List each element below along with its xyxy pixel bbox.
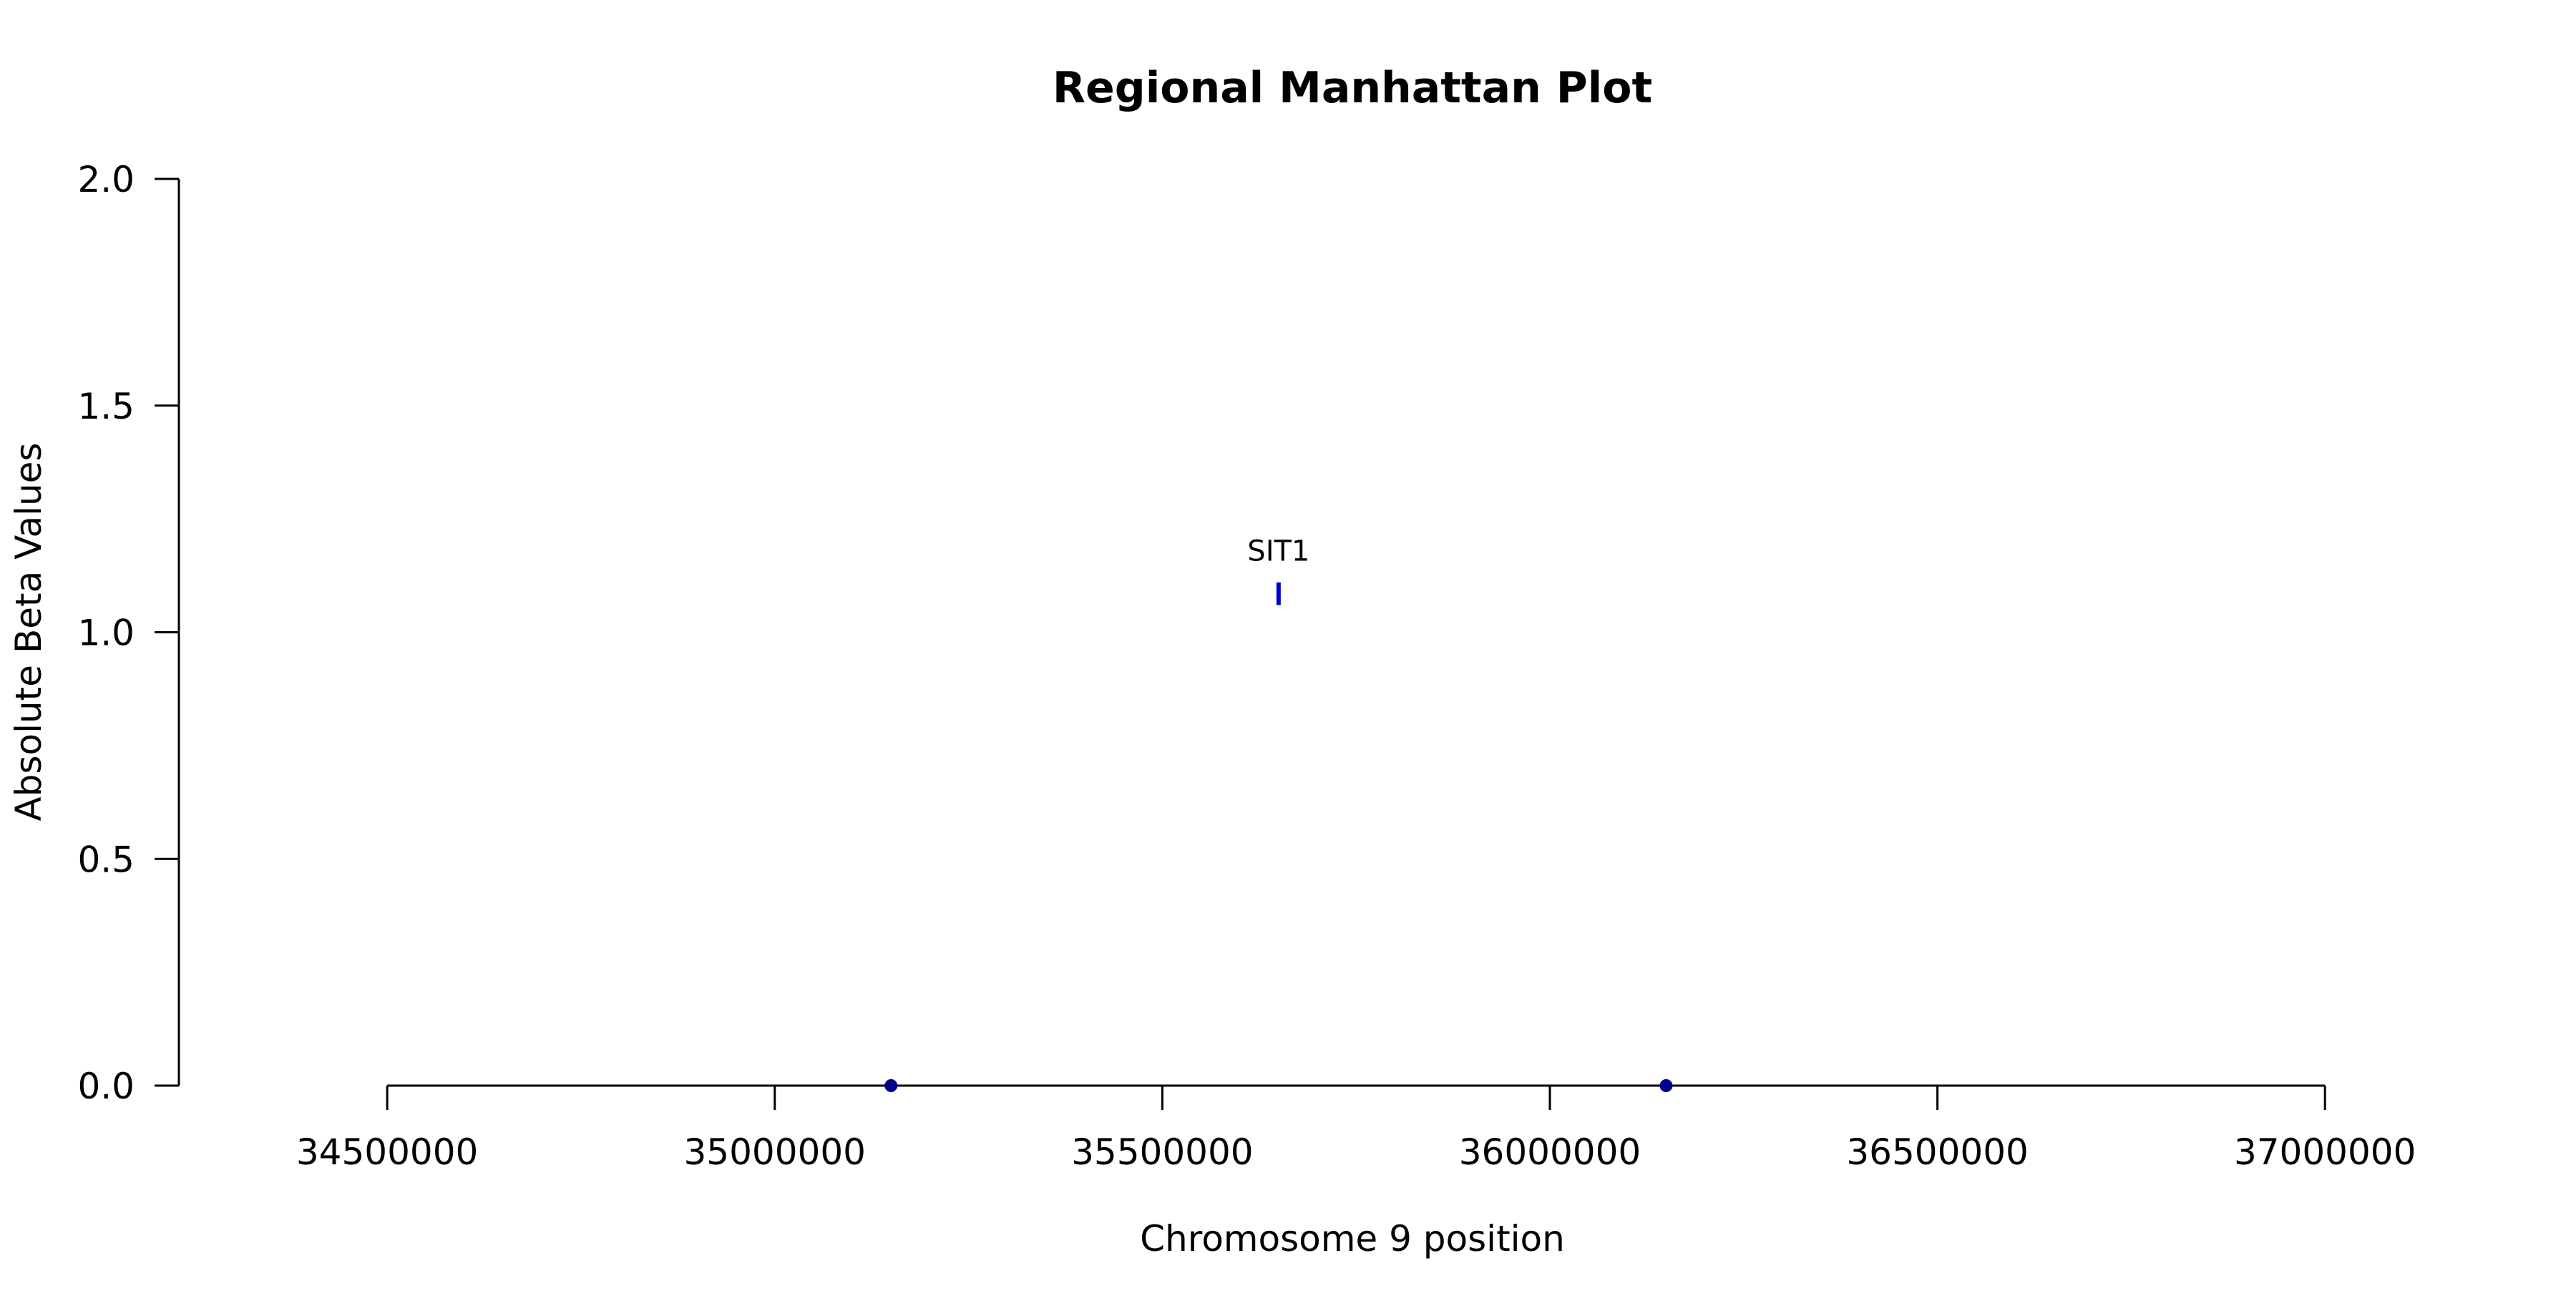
y-tick-label: 2.0 xyxy=(77,159,135,200)
y-tick-label: 1.0 xyxy=(77,613,135,654)
gene-label: SIT1 xyxy=(1247,535,1309,567)
x-tick-label: 35000000 xyxy=(683,1131,866,1173)
x-tick-label: 35500000 xyxy=(1071,1131,1254,1173)
x-axis-label: Chromosome 9 position xyxy=(1140,1218,1565,1260)
data-point xyxy=(884,1079,898,1092)
y-tick-label: 1.5 xyxy=(77,386,135,427)
y-tick-label: 0.5 xyxy=(77,839,135,880)
x-tick-label: 34500000 xyxy=(296,1131,479,1173)
gene-annotations: SIT1 xyxy=(1247,535,1309,605)
x-axis: 34500000 35000000 35500000 36000000 36500000… xyxy=(296,1084,2416,1173)
data-points xyxy=(884,1079,1673,1092)
data-point xyxy=(1659,1079,1673,1092)
chart-title: Regional Manhattan Plot xyxy=(1053,63,1652,113)
x-tick-label: 37000000 xyxy=(2234,1131,2416,1173)
y-tick-label: 0.0 xyxy=(77,1066,135,1107)
y-axis-label: Absolute Beta Values xyxy=(8,443,49,822)
y-axis: 0.0 0.5 1.0 1.5 2.0 xyxy=(77,159,180,1107)
x-tick-label: 36500000 xyxy=(1846,1131,2029,1173)
x-tick-label: 36000000 xyxy=(1459,1131,1641,1173)
